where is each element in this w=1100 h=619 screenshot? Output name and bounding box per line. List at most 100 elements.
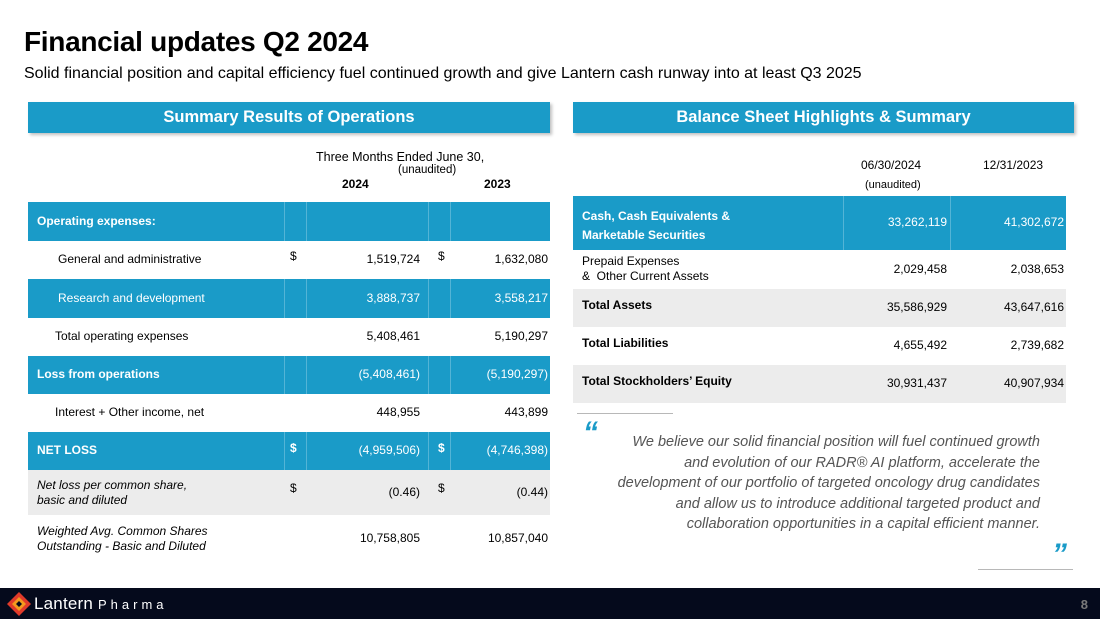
table-row: Total operating expenses 5,408,461 5,190,2… xyxy=(28,318,550,356)
open-quote-mark: “ xyxy=(583,416,598,449)
cell-divider xyxy=(950,196,951,250)
value-2023: 3,558,217 xyxy=(494,290,548,305)
table-row: Total Stockholders’ Equity 30,931,437 40,9… xyxy=(573,365,1066,403)
cell-divider xyxy=(428,432,429,470)
value-jun-2024: 30,931,437 xyxy=(886,376,947,390)
year-2024-header: 2024 xyxy=(342,177,369,191)
row-label: Net loss per common share, basic and dil… xyxy=(37,477,188,507)
value-2024: (0.46) xyxy=(388,484,420,499)
row-label: Total Stockholders’ Equity xyxy=(582,374,732,388)
row-label: General and administrative xyxy=(58,252,202,266)
row-label: Prepaid Expenses & Other Current Assets xyxy=(582,253,709,283)
logo-word-lantern: Lantern xyxy=(34,594,94,613)
page-subtitle: Solid financial position and capital eff… xyxy=(24,65,862,82)
cell-divider xyxy=(428,279,429,318)
cell-divider xyxy=(450,202,451,241)
cell-divider xyxy=(306,279,307,318)
table-row: Operating expenses: xyxy=(28,202,550,241)
close-quote-mark: ” xyxy=(1052,538,1067,571)
quote-top-rule xyxy=(577,413,673,414)
row-label: Total Assets xyxy=(582,298,653,312)
value-dec-2023: 2,739,682 xyxy=(1010,338,1064,352)
table-row: Total Liabilities 4,655,492 2,739,682 xyxy=(573,327,1066,365)
table-row: Cash, Cash Equivalents & Marketable Secu… xyxy=(573,196,1066,250)
currency-symbol: $ xyxy=(290,480,297,495)
value-jun-2024: 2,029,458 xyxy=(893,261,947,276)
value-2024: (5,408,461) xyxy=(358,367,420,381)
value-2023: (4,746,398) xyxy=(486,443,548,457)
row-label: Operating expenses: xyxy=(37,213,156,228)
date-col2-header: 12/31/2023 xyxy=(983,158,1044,172)
cell-divider xyxy=(450,279,451,318)
row-label: Loss from operations xyxy=(37,367,160,381)
table-row: Weighted Avg. Common Shares Outstanding … xyxy=(28,515,550,563)
table-row: Total Assets 35,586,929 43,647,616 xyxy=(573,289,1066,327)
row-label: Cash, Cash Equivalents & Marketable Secu… xyxy=(582,209,731,242)
value-2024: 1,519,724 xyxy=(366,252,420,266)
date-col1-header: 06/30/2024 xyxy=(861,158,922,172)
year-2023-header: 2023 xyxy=(484,177,511,191)
quote-bottom-rule xyxy=(978,569,1073,570)
value-jun-2024: 33,262,119 xyxy=(887,215,947,229)
date-col1-note: (unaudited) xyxy=(865,179,921,191)
balance-sheet-band: Balance Sheet Highlights & Summary xyxy=(573,102,1074,133)
value-jun-2024: 35,586,929 xyxy=(886,300,947,314)
table-row: Research and development 3,888,737 3,558,2… xyxy=(28,279,550,318)
value-dec-2023: 43,647,616 xyxy=(1003,300,1064,314)
value-2023: 10,857,040 xyxy=(487,531,548,545)
cell-divider xyxy=(306,356,307,394)
cell-divider xyxy=(284,356,285,394)
row-label: Weighted Avg. Common Shares Outstanding … xyxy=(37,524,208,553)
period-header: Three Months Ended June 30, xyxy=(316,150,485,164)
table-row: NET LOSS $ (4,959,506) $ (4,746,398) xyxy=(28,432,550,470)
cell-divider xyxy=(843,196,844,250)
value-dec-2023: 41,302,672 xyxy=(1003,215,1064,229)
value-2023: 1,632,080 xyxy=(494,252,548,266)
table-row: Prepaid Expenses & Other Current Assets 2… xyxy=(573,250,1066,289)
value-jun-2024: 4,655,492 xyxy=(893,338,947,352)
value-2024: 3,888,737 xyxy=(366,290,420,305)
row-label: Total Liabilities xyxy=(582,336,669,350)
value-2023: 5,190,297 xyxy=(494,329,548,343)
cell-divider xyxy=(450,432,451,470)
currency-symbol: $ xyxy=(438,480,445,495)
cell-divider xyxy=(306,202,307,241)
table-row: General and administrative $1,519,724 $1,6… xyxy=(28,241,550,279)
cell-divider xyxy=(284,202,285,241)
cell-divider xyxy=(428,202,429,241)
row-label: Research and development xyxy=(58,290,205,305)
table-row: Net loss per common share, basic and dil… xyxy=(28,470,550,515)
value-2023: 443,899 xyxy=(504,405,548,419)
value-2024: 5,408,461 xyxy=(366,329,420,343)
unaudited-note: (unaudited) xyxy=(398,164,457,176)
quote-text: We believe our solid financial position … xyxy=(617,434,1040,532)
currency-symbol: $ xyxy=(438,441,445,455)
value-2024: 448,955 xyxy=(376,405,420,419)
footer-bar: Lantern Pharma xyxy=(0,588,1100,619)
lantern-logo-icon xyxy=(7,592,31,616)
currency-symbol: $ xyxy=(290,441,297,455)
value-dec-2023: 40,907,934 xyxy=(1003,376,1064,390)
table-row: Loss from operations (5,408,461) (5,190,29… xyxy=(28,356,550,394)
cell-divider xyxy=(284,279,285,318)
logo-word-pharma: Pharma xyxy=(98,597,168,612)
page-title: Financial updates Q2 2024 xyxy=(24,26,369,57)
value-2024: (4,959,506) xyxy=(358,443,420,457)
row-label: NET LOSS xyxy=(37,443,98,457)
value-2023: (0.44) xyxy=(516,484,548,499)
value-2023: (5,190,297) xyxy=(486,367,548,381)
currency-symbol: $ xyxy=(438,249,445,263)
page-number: 8 xyxy=(1080,597,1088,612)
value-dec-2023: 2,038,653 xyxy=(1010,261,1064,276)
cell-divider xyxy=(284,432,285,470)
cell-divider xyxy=(450,356,451,394)
summary-results-band: Summary Results of Operations xyxy=(28,102,550,133)
value-2024: 10,758,805 xyxy=(359,531,420,545)
row-label: Total operating expenses xyxy=(55,329,189,343)
company-logo-text: Lantern Pharma xyxy=(34,594,168,614)
cell-divider xyxy=(306,432,307,470)
row-label: Interest + Other income, net xyxy=(55,405,205,419)
cell-divider xyxy=(428,356,429,394)
table-row: Interest + Other income, net 448,955 443,8… xyxy=(28,394,550,432)
currency-symbol: $ xyxy=(290,249,297,263)
